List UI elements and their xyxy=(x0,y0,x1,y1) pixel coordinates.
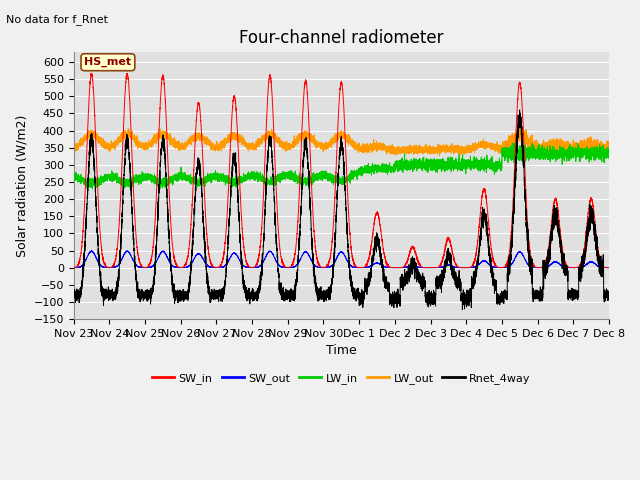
Text: HS_met: HS_met xyxy=(84,57,131,67)
Text: No data for f_Rnet: No data for f_Rnet xyxy=(6,14,108,25)
Y-axis label: Solar radiation (W/m2): Solar radiation (W/m2) xyxy=(15,114,28,257)
Title: Four-channel radiometer: Four-channel radiometer xyxy=(239,29,444,48)
X-axis label: Time: Time xyxy=(326,344,356,357)
Legend: SW_in, SW_out, LW_in, LW_out, Rnet_4way: SW_in, SW_out, LW_in, LW_out, Rnet_4way xyxy=(148,369,535,388)
